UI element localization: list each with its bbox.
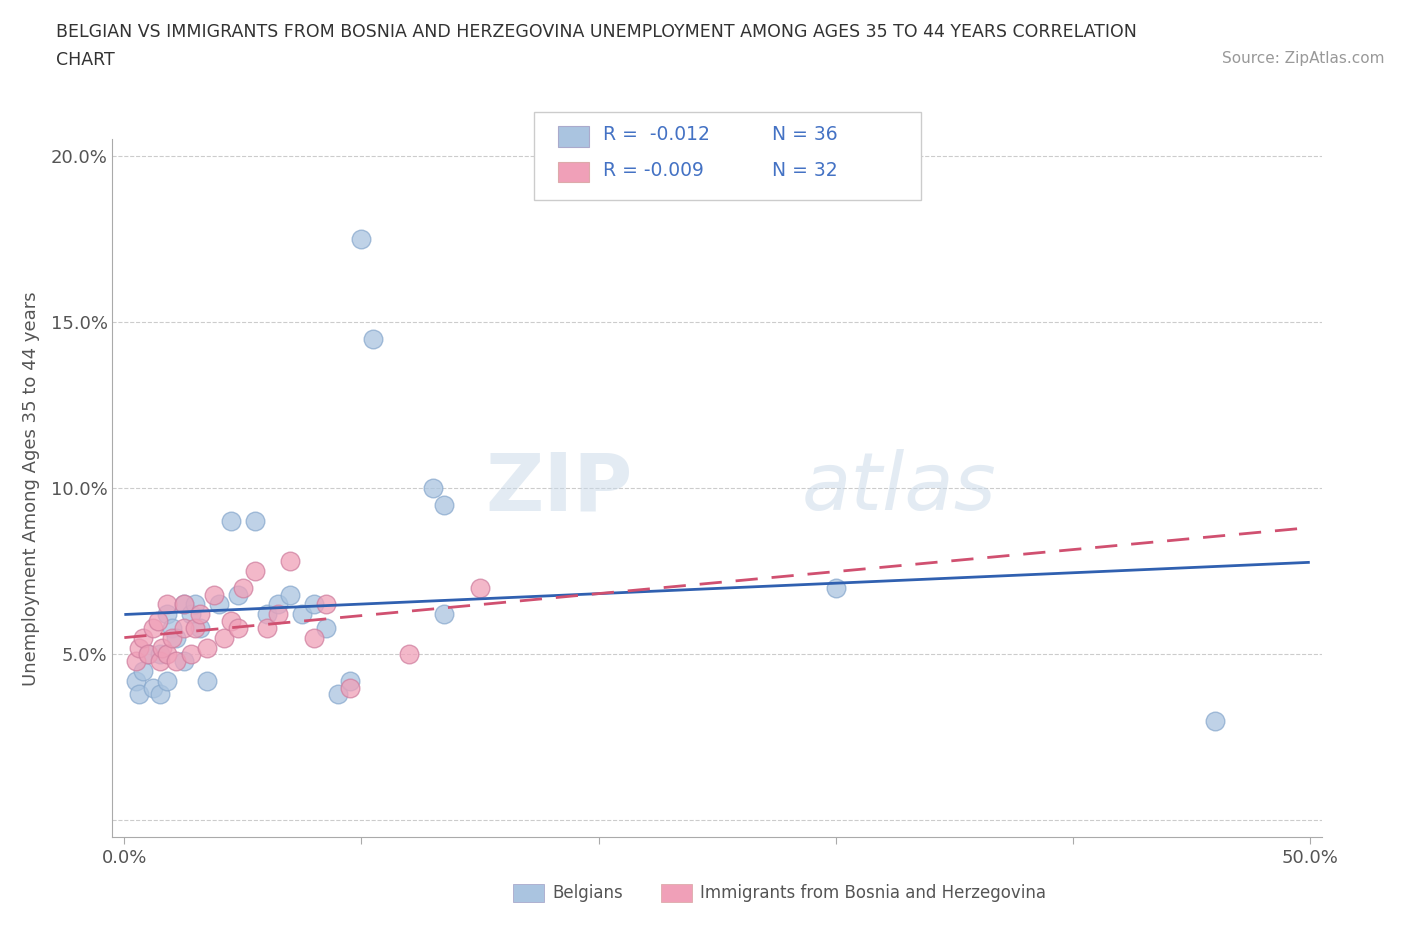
Point — [422, 481, 444, 496]
Point — [278, 587, 301, 602]
Point — [219, 614, 242, 629]
Point — [232, 580, 254, 595]
Point — [160, 620, 183, 635]
Point — [326, 686, 349, 701]
Point — [302, 631, 325, 645]
Point — [136, 647, 159, 662]
Point — [208, 597, 231, 612]
Point — [180, 647, 202, 662]
Point — [173, 654, 195, 669]
Text: Source: ZipAtlas.com: Source: ZipAtlas.com — [1222, 51, 1385, 66]
Point — [173, 620, 195, 635]
Point — [824, 580, 846, 595]
Point — [142, 680, 165, 695]
Point — [188, 607, 211, 622]
Point — [433, 607, 456, 622]
Point — [315, 597, 337, 612]
Point — [339, 680, 361, 695]
Point — [132, 663, 155, 678]
Point — [150, 640, 173, 655]
Point — [302, 597, 325, 612]
Point — [361, 331, 384, 346]
Point — [156, 647, 179, 662]
Text: R =  -0.012: R = -0.012 — [603, 126, 710, 144]
Point — [219, 514, 242, 529]
Text: R = -0.009: R = -0.009 — [603, 161, 704, 179]
Point — [156, 597, 179, 612]
Point — [291, 607, 314, 622]
Point — [156, 673, 179, 688]
Point — [132, 631, 155, 645]
Point — [128, 640, 150, 655]
Point — [149, 654, 172, 669]
Text: atlas: atlas — [801, 449, 997, 527]
Point — [149, 647, 172, 662]
Point — [160, 631, 183, 645]
Point — [256, 620, 278, 635]
Point — [226, 620, 249, 635]
Y-axis label: Unemployment Among Ages 35 to 44 years: Unemployment Among Ages 35 to 44 years — [21, 291, 39, 685]
Point — [278, 554, 301, 569]
Point — [267, 597, 290, 612]
Point — [166, 631, 188, 645]
Point — [173, 597, 195, 612]
Point — [149, 686, 172, 701]
Text: ZIP: ZIP — [485, 449, 633, 527]
Text: N = 36: N = 36 — [772, 126, 838, 144]
Text: CHART: CHART — [56, 51, 115, 69]
Point — [128, 686, 150, 701]
Point — [156, 607, 179, 622]
Point — [136, 647, 159, 662]
Point — [142, 620, 165, 635]
Point — [226, 587, 249, 602]
Point — [398, 647, 420, 662]
Text: Immigrants from Bosnia and Herzegovina: Immigrants from Bosnia and Herzegovina — [700, 884, 1046, 902]
Point — [184, 620, 207, 635]
Text: BELGIAN VS IMMIGRANTS FROM BOSNIA AND HERZEGOVINA UNEMPLOYMENT AMONG AGES 35 TO : BELGIAN VS IMMIGRANTS FROM BOSNIA AND HE… — [56, 23, 1137, 41]
Point — [184, 597, 207, 612]
Point — [315, 620, 337, 635]
Point — [173, 597, 195, 612]
Point — [180, 607, 202, 622]
Point — [146, 614, 169, 629]
Text: Belgians: Belgians — [553, 884, 623, 902]
Point — [256, 607, 278, 622]
Point — [433, 498, 456, 512]
Point — [125, 673, 148, 688]
Point — [125, 654, 148, 669]
Point — [204, 587, 226, 602]
Text: N = 32: N = 32 — [772, 161, 838, 179]
Point — [166, 654, 188, 669]
Point — [243, 564, 266, 578]
Point — [195, 640, 218, 655]
Point — [267, 607, 290, 622]
Point — [188, 620, 211, 635]
Point — [350, 232, 373, 246]
Point — [243, 514, 266, 529]
Point — [212, 631, 235, 645]
Point — [468, 580, 491, 595]
Point — [195, 673, 218, 688]
Point — [1204, 713, 1226, 728]
Point — [339, 673, 361, 688]
